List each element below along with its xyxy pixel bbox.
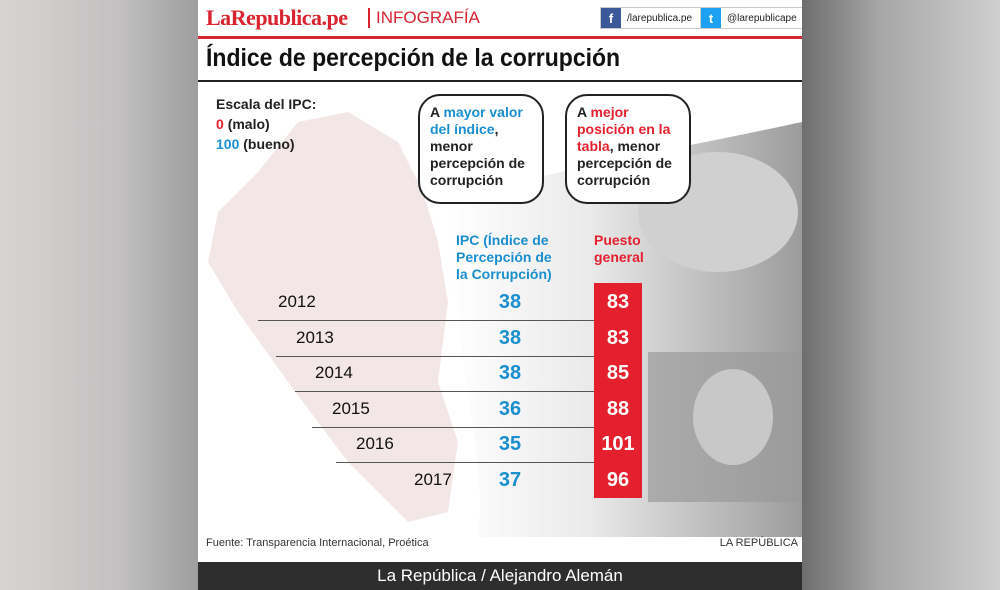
legend-low-text: (malo)	[227, 116, 270, 132]
note-ipc: A mayor valor del índice, menor percepci…	[418, 94, 544, 204]
caption: La República / Alejandro Alemán	[198, 562, 802, 590]
ipc-value: 36	[498, 397, 522, 420]
title: Índice de percepción de la corrupción	[206, 44, 621, 72]
legend-high-text: (bueno)	[243, 136, 295, 152]
row-divider	[258, 320, 594, 321]
twitter-icon: t	[701, 8, 721, 28]
rank-value: 85	[606, 362, 630, 385]
row-divider	[312, 426, 594, 428]
rank-value: 83	[606, 326, 630, 349]
brand: LaRepublica.pe	[206, 5, 348, 30]
background-art	[208, 112, 802, 537]
twitter-link[interactable]: t @larepublicape	[700, 7, 802, 29]
year: 2013	[296, 327, 334, 347]
signature: LA REPÚBLICA	[719, 537, 798, 549]
twitter-handle: @larepublicape	[727, 12, 797, 24]
note-highlight: mejor posición en la tabla	[577, 104, 671, 154]
rank-value: 96	[606, 469, 630, 491]
year: 2017	[414, 470, 452, 489]
note-prefix: A	[577, 104, 591, 120]
separator	[368, 8, 370, 28]
ipc-value: 38	[498, 291, 522, 313]
facebook-handle: /larepublica.pe	[627, 12, 693, 24]
rank-value: 88	[606, 397, 630, 420]
rank-value: 101	[601, 433, 635, 456]
section-label: INFOGRAFÍA	[376, 8, 480, 27]
note-highlight: mayor valor del índice	[430, 104, 523, 137]
rank-value: 83	[606, 291, 630, 313]
note-prefix: A	[430, 104, 444, 120]
infographic: LaRepublica.pe INFOGRAFÍA f/larepublica.…	[198, 0, 802, 590]
note-rank: A mejor posición en la tabla, menor perc…	[565, 94, 691, 204]
legend-label: Escala del IPC:	[216, 96, 317, 112]
facebook-icon: f	[601, 8, 621, 28]
blurred-background	[802, 0, 1000, 590]
source: Fuente: Transparencia Internacional, Pro…	[206, 537, 429, 549]
column-header: IPC (Índice de Percepción de la Corrupci…	[456, 232, 552, 282]
rank-column-background	[594, 283, 642, 498]
ipc-value: 37	[498, 469, 522, 491]
year: 2015	[332, 398, 370, 418]
note-suffix: , menor percepción de corrupción	[577, 138, 672, 188]
legend-high-value: 100	[216, 136, 240, 152]
row-divider	[336, 462, 594, 464]
year: 2012	[278, 292, 316, 311]
year: 2016	[356, 434, 394, 454]
row-divider	[295, 391, 594, 393]
column-header: Puesto general	[594, 232, 644, 265]
note-suffix: , menor percepción de corrupción	[430, 121, 525, 188]
facebook-link[interactable]: f/larepublica.pe	[600, 7, 702, 29]
row-divider	[276, 355, 594, 357]
title-rule	[198, 80, 802, 82]
ipc-value: 38	[498, 326, 522, 349]
ipc-value: 38	[498, 362, 522, 385]
year: 2014	[315, 363, 353, 383]
legend: Escala del IPC: 0 (malo) 100 (bueno)	[216, 94, 316, 154]
legend-low-value: 0	[216, 116, 224, 132]
ipc-value: 35	[498, 433, 522, 456]
blurred-background	[0, 0, 198, 590]
